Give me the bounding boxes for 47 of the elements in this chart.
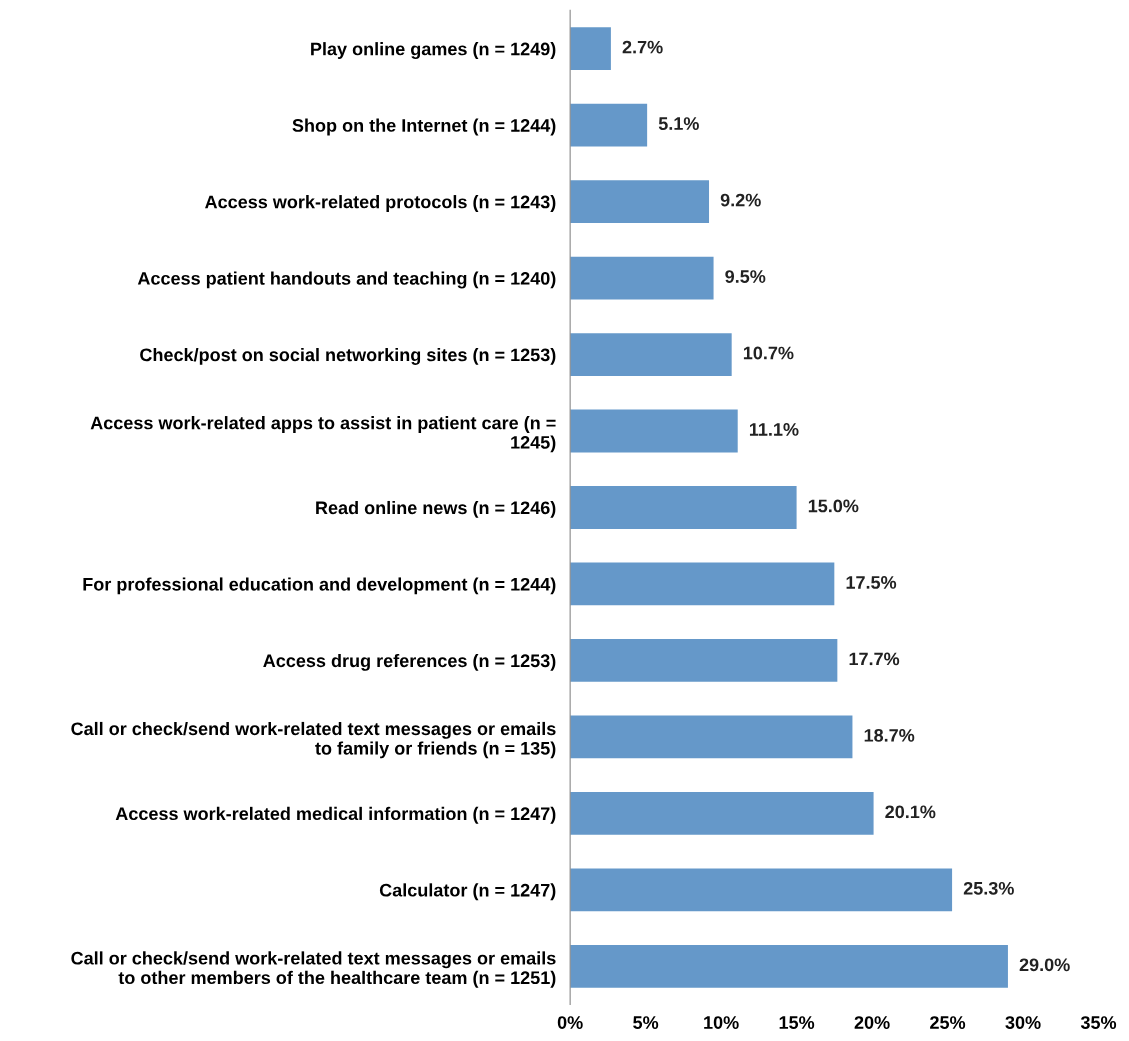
y-tick-label: Access work-related medical information (n = 1247) [115, 806, 556, 824]
x-tick-label: 20% [854, 1016, 890, 1029]
data-label: 2.7% [622, 40, 663, 54]
x-tick-label: 0% [557, 1016, 583, 1029]
bar [570, 180, 710, 224]
y-tick-label: Access work-related apps to assist in patient care (n = 1245) [90, 416, 556, 453]
bar [570, 486, 797, 529]
x-tick-label: 30% [1005, 1016, 1041, 1029]
y-tick-label: Call or check/send work-related text messages or emails to family or friends (n = 135) [71, 721, 556, 759]
y-tick-label: Access drug references (n = 1253) [263, 653, 556, 671]
x-tick-label: 5% [633, 1016, 659, 1029]
y-tick-label: Check/post on social networking sites (n = 1253) [140, 348, 556, 365]
data-label: 10.7% [743, 346, 794, 360]
bar [570, 103, 648, 147]
y-tick-label: Access patient handouts and teaching (n = 1240) [137, 271, 556, 289]
y-tick-label: Shop on the Internet (n = 1244) [292, 118, 556, 136]
data-label: 25.3% [963, 881, 1014, 895]
data-label: 29.0% [1019, 958, 1070, 972]
bar [570, 715, 853, 759]
bar [570, 409, 738, 453]
data-label: 9.2% [720, 193, 761, 207]
bar [570, 333, 732, 376]
bar [570, 27, 611, 71]
bar [570, 562, 835, 606]
data-label: 15.0% [808, 499, 859, 513]
x-tick-label: 25% [930, 1016, 966, 1029]
bar [570, 944, 1008, 988]
data-label: 5.1% [658, 117, 699, 130]
bar [570, 868, 953, 912]
bar [570, 256, 714, 300]
y-tick-label: Read online news (n = 1246) [316, 500, 556, 518]
y-tick-label: For professional education and development (n = 1244) [83, 577, 556, 595]
data-label: 17.7% [849, 652, 900, 666]
x-tick-label: 10% [704, 1016, 739, 1029]
y-tick-label: Access work-related protocols (n = 1243) [205, 195, 556, 212]
y-tick-label: Play online games (n = 1249) [311, 42, 556, 60]
data-label: 11.1% [749, 423, 799, 436]
bar [570, 639, 838, 682]
data-label: 18.7% [864, 728, 915, 742]
data-label: 9.5% [725, 270, 766, 283]
data-label: 20.1% [885, 805, 936, 819]
data-label: 17.5% [846, 576, 897, 589]
x-tick-label: 35% [1080, 1016, 1117, 1029]
y-tick-label: Calculator (n = 1247) [379, 883, 556, 901]
bar [570, 791, 874, 835]
y-tick-label: Call or check/send work-related text messages or emails to other members of the healthcare team (n = 1251) [71, 951, 556, 988]
x-tick-label: 15% [779, 1016, 815, 1029]
